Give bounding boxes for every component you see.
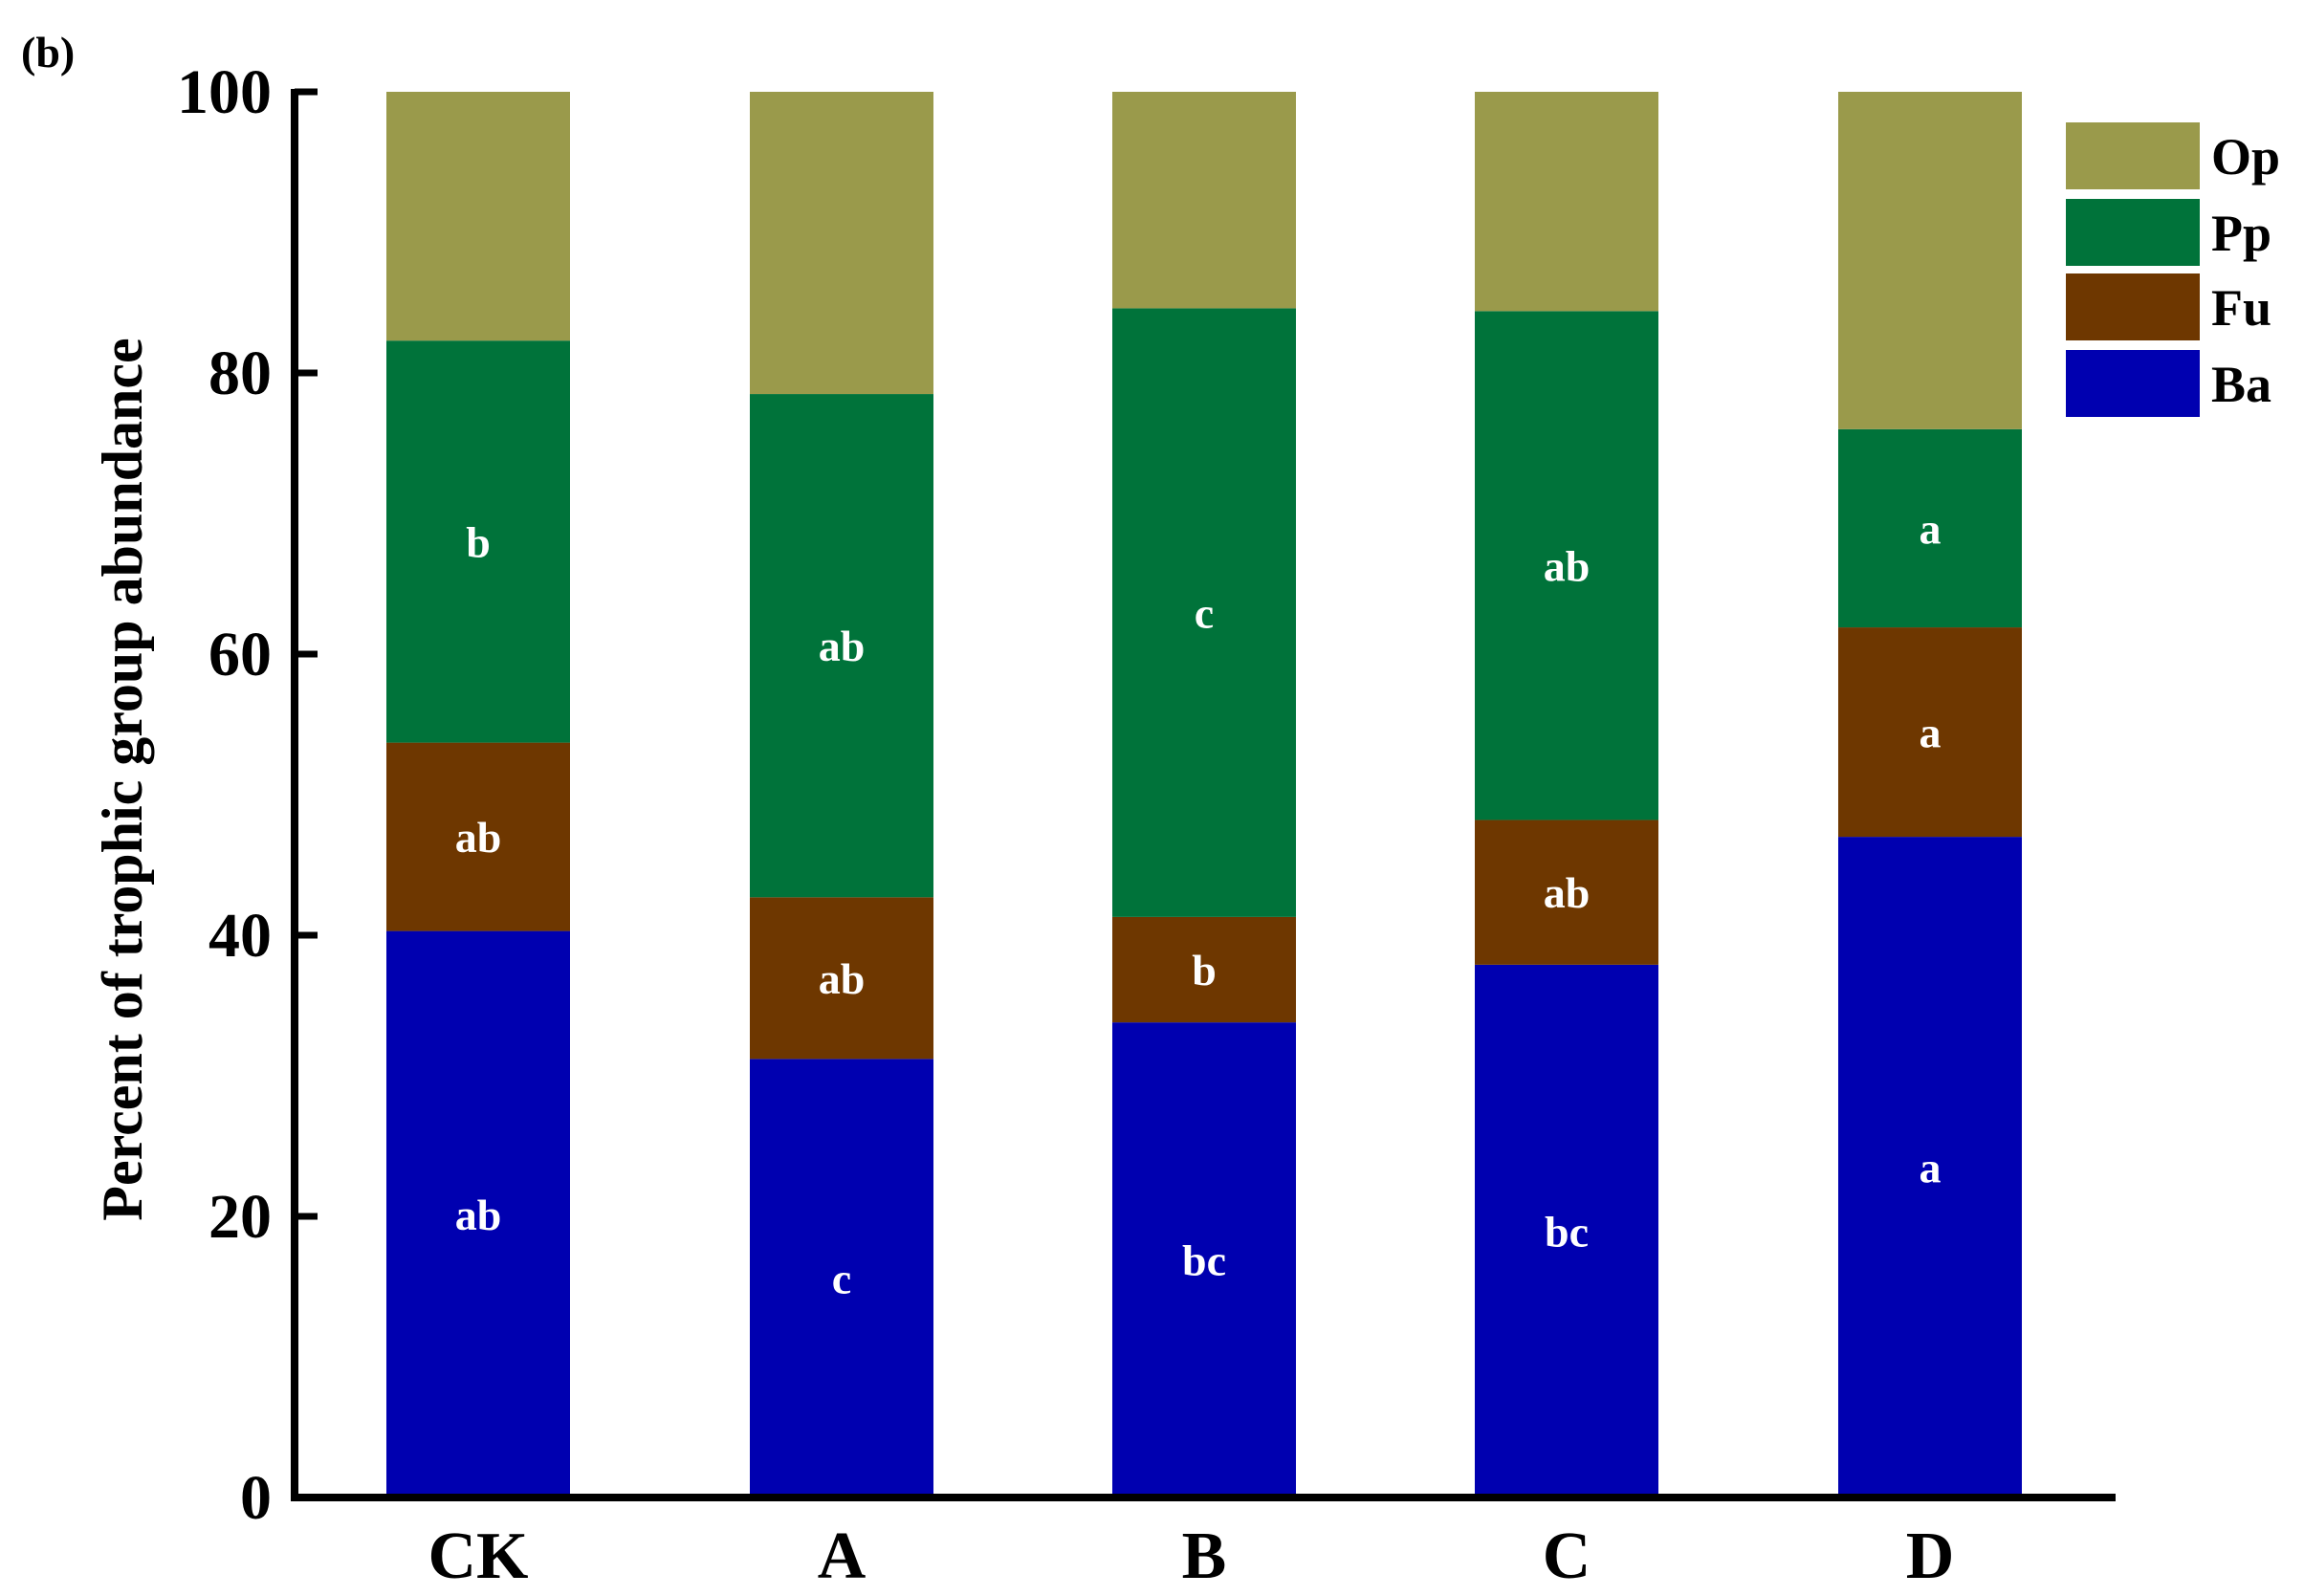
x-tick-label-b: B	[1182, 1519, 1227, 1593]
significance-label: ab	[455, 1191, 502, 1239]
bar-segment-fu-c	[1475, 820, 1658, 965]
significance-label: ab	[819, 954, 866, 1003]
legend-label-pp: Pp	[2211, 205, 2271, 262]
panel-label: (b)	[21, 28, 75, 77]
significance-label: a	[1920, 709, 1942, 757]
y-tick-label: 0	[240, 1463, 272, 1533]
significance-label: b	[1192, 946, 1217, 995]
significance-label: ab	[1544, 541, 1591, 590]
bar-segment-pp-a	[750, 394, 933, 898]
legend-swatch-ba	[2066, 350, 2200, 417]
significance-label: ab	[819, 622, 866, 670]
bar-segment-op-d	[1838, 92, 2022, 429]
x-tick-label-d: D	[1906, 1519, 1955, 1593]
y-tick-label: 100	[177, 57, 272, 127]
legend-swatch-fu	[2066, 273, 2200, 340]
x-tick-label-ck: CK	[428, 1519, 529, 1593]
y-tick-label: 40	[208, 901, 272, 971]
significance-label: c	[832, 1255, 851, 1303]
legend-label-op: Op	[2211, 128, 2280, 186]
bar-segment-fu-b	[1112, 916, 1296, 1023]
bar-segment-ba-b	[1112, 1022, 1296, 1498]
bars-layer	[386, 92, 2022, 1498]
bar-segment-op-a	[750, 92, 933, 395]
axes-layer: 0 20 40 60 80 100 CK A B C D	[177, 57, 2116, 1593]
bar-segment-pp-d	[1838, 428, 2022, 628]
bar-segment-pp-c	[1475, 311, 1658, 820]
bar-segment-fu-a	[750, 897, 933, 1060]
significance-label: bc	[1545, 1207, 1589, 1256]
significance-label: a	[1920, 1144, 1942, 1192]
x-tick-label-a: A	[818, 1519, 867, 1593]
legend: Op Pp Fu Ba	[2066, 122, 2280, 417]
legend-label-fu: Fu	[2211, 279, 2271, 337]
bar-segment-op-ck	[386, 92, 570, 341]
legend-label-ba: Ba	[2211, 356, 2271, 413]
y-tick-label: 60	[208, 620, 272, 689]
significance-label: ab	[1544, 868, 1591, 917]
bar-segment-pp-b	[1112, 308, 1296, 917]
significance-label: ab	[455, 813, 502, 862]
x-tick-label-c: C	[1543, 1519, 1591, 1593]
bar-segment-op-b	[1112, 92, 1296, 309]
bar-segment-ba-d	[1838, 837, 2022, 1498]
legend-swatch-pp	[2066, 199, 2200, 266]
bar-segment-op-c	[1475, 92, 1658, 312]
significance-label: bc	[1182, 1236, 1226, 1285]
significance-label: c	[1195, 589, 1214, 638]
y-tick-label: 20	[208, 1182, 272, 1252]
bar-segment-ba-c	[1475, 964, 1658, 1498]
significance-label: b	[466, 517, 491, 566]
bar-segment-pp-ck	[386, 340, 570, 743]
bar-segment-fu-ck	[386, 742, 570, 931]
bar-segment-ba-ck	[386, 930, 570, 1498]
bar-segment-ba-a	[750, 1059, 933, 1498]
significance-label: a	[1920, 504, 1942, 553]
legend-swatch-op	[2066, 122, 2200, 189]
y-axis-title: Percent of trophic group abundance	[91, 338, 154, 1220]
y-tick-label: 80	[208, 339, 272, 408]
bar-segment-fu-d	[1838, 627, 2022, 838]
